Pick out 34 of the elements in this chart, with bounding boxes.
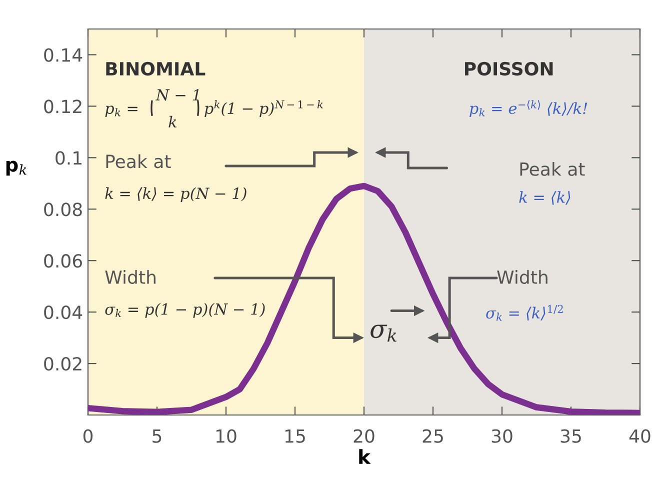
annotation: σ$_{k}$ = p(1 − p)(N − 1) <box>105 303 265 318</box>
annotation: Peak at <box>520 162 585 176</box>
x-tick-label: 20 <box>354 429 374 443</box>
annotation: k = ⟨k⟩ <box>519 191 570 205</box>
annotation: k = ⟨k⟩ = p(N − 1) <box>105 187 246 202</box>
y-tick-label: 0.02 <box>44 356 82 371</box>
annotation: p$^{k}$(1 − p)$^{N−1−k}$ <box>204 100 323 118</box>
y-tick-label: 0.08 <box>44 202 82 216</box>
annotation: POISSON <box>465 62 553 76</box>
x-tick-label: 5 <box>152 429 162 443</box>
annotation: k <box>168 116 176 128</box>
x-tick-label: 25 <box>422 429 443 443</box>
annotation: Width <box>105 270 156 284</box>
y-tick-label: 0.04 <box>44 306 82 320</box>
x-tick-label: 15 <box>285 429 305 443</box>
x-tick-label: 30 <box>492 429 512 443</box>
annotation: N − 1 <box>156 89 198 101</box>
x-tick-label: 35 <box>560 429 581 443</box>
annotation: σ$_{k}$ = ⟨k⟩$^{1/2}$ <box>486 304 563 321</box>
y-tick-label: 0.12 <box>44 100 82 114</box>
annotation: Peak at <box>106 154 171 168</box>
x-tick-label: 10 <box>216 429 236 443</box>
y-axis-title: p$_{k}$ <box>6 160 26 176</box>
annotation: BINOMIAL <box>106 62 206 76</box>
annotation: Width <box>497 270 548 284</box>
annotation: p$_{k}$ = <box>105 106 138 117</box>
annotation: σ$_{k}$ <box>370 324 396 342</box>
x-tick-label: 0 <box>83 429 93 443</box>
y-tick-label: 0.1 <box>56 151 82 165</box>
y-tick-label: 0.14 <box>44 48 82 62</box>
annotation: p$_{k}$ = e$^{−⟨k⟩}$ ⟨k⟩/k! <box>470 100 588 118</box>
x-tick-label: 40 <box>629 429 650 443</box>
y-tick-label: 0.06 <box>44 254 82 268</box>
x-axis-title: k <box>359 449 371 464</box>
